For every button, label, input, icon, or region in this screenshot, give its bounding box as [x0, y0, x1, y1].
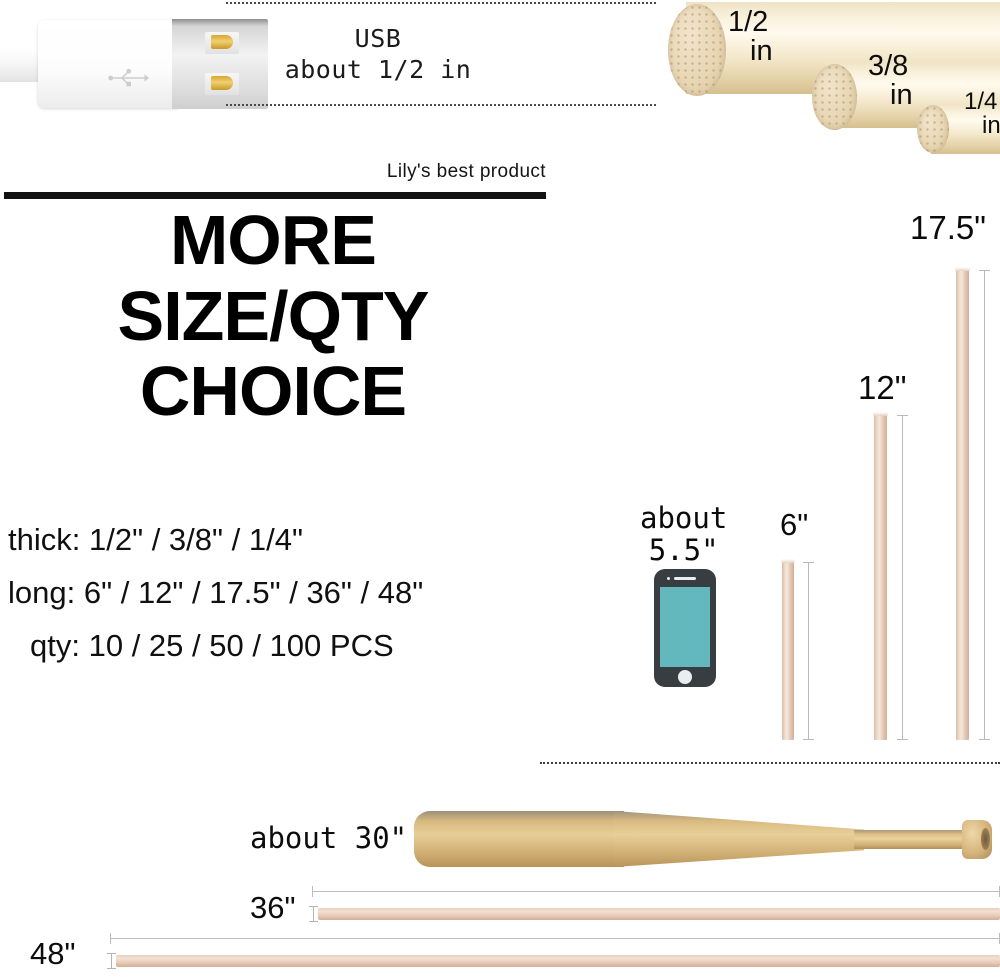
dowel-end-half	[668, 4, 726, 96]
dowel-label-half: 1/2 in	[728, 8, 773, 66]
usb-trident-icon	[108, 68, 149, 87]
bat-handle	[854, 830, 972, 849]
rod-17-5in-top	[955, 267, 970, 271]
rod-6in-label: 6"	[780, 507, 809, 542]
rod-6in-dimension-line	[803, 562, 814, 740]
usb-pin-lower	[205, 73, 239, 95]
page-title: MORE SIZE/QTY CHOICE	[0, 201, 546, 431]
spec-list: thick: 1/2" / 3/8" / 1/4" long: 6" / 12"…	[8, 522, 608, 681]
rod-36in-end-cap	[309, 906, 318, 922]
phone-home-button-icon	[678, 670, 692, 684]
usb-callout-line1: USB	[354, 24, 402, 53]
spec-row-length: long: 6" / 12" / 17.5" / 36" / 48"	[8, 575, 608, 610]
spec-row-quantity: qty: 10 / 25 / 50 / 100 PCS	[8, 628, 608, 663]
rod-6in	[782, 562, 794, 740]
rod-48in	[116, 955, 1000, 967]
dowel-label-quarter-size: 1/4	[964, 88, 998, 115]
usb-metal-tip	[172, 19, 268, 109]
rod-17-5in	[956, 270, 969, 740]
phone-speaker-icon	[667, 577, 696, 580]
page-title-line3: CHOICE	[139, 352, 407, 431]
spec-key-quantity: qty:	[30, 628, 80, 664]
brand-tagline: Lily's best product	[386, 161, 546, 182]
phone-screen	[660, 587, 710, 667]
usb-pin-upper	[205, 32, 239, 54]
dowel-label-half-unit: in	[750, 35, 773, 67]
usb-callout-text: USB about 1/2 in	[228, 24, 528, 85]
dowel-end-quarter	[917, 105, 949, 153]
usb-callout-dotted-frame	[226, 2, 656, 106]
spec-key-length: long:	[8, 575, 76, 611]
dowel-label-quarter: 1/4 in	[964, 90, 1000, 138]
rod-12in-top	[873, 412, 888, 416]
bat-knob	[962, 820, 992, 859]
usb-connector-image	[0, 6, 268, 109]
bat-taper	[614, 811, 864, 867]
smartphone-scale-reference	[654, 569, 716, 687]
headline-divider-rule	[4, 192, 546, 199]
spec-key-thickness: thick:	[8, 522, 81, 557]
length-comparison-group: about 5.5" 6" 12" 17.5"	[600, 190, 1000, 740]
section-divider	[540, 762, 1000, 764]
rod-36in-dimension-line	[312, 886, 1000, 897]
rod-12in	[874, 415, 887, 740]
spec-value-quantity: 10 / 25 / 50 / 100 PCS	[88, 628, 394, 664]
usb-shell	[38, 20, 178, 108]
page-title-line1: MORE	[170, 201, 377, 279]
bat-barrel	[414, 811, 624, 867]
rod-36in-label: 36"	[250, 890, 296, 925]
rod-12in-dimension-line	[897, 415, 908, 740]
rod-48in-dimension-line	[110, 933, 1000, 944]
phone-size-label-line1: about	[640, 501, 728, 535]
rod-17-5in-dimension-line	[979, 270, 990, 740]
spec-row-thickness: thick: 1/2" / 3/8" / 1/4"	[8, 522, 608, 557]
page-title-line2: SIZE/QTY	[117, 276, 430, 355]
rod-17-5in-label: 17.5"	[910, 209, 986, 246]
spec-value-length: 6" / 12" / 17.5" / 36" / 48"	[83, 575, 424, 611]
spec-value-thickness: 1/2" / 3/8" / 1/4"	[88, 522, 303, 557]
rod-36in	[318, 908, 1000, 920]
rod-6in-top	[781, 559, 795, 563]
dowel-diameter-photo: 1/2 in 3/8 in 1/4 in	[646, 0, 1000, 162]
phone-size-label-line2: 5.5"	[648, 533, 719, 568]
dowel-label-three-eighths: 3/8 in	[868, 52, 913, 110]
dowel-end-three-eighths	[812, 64, 857, 130]
dowel-label-three-eighths-size: 3/8	[868, 50, 909, 82]
dowel-label-quarter-unit: in	[982, 112, 1000, 139]
baseball-bat-scale-reference	[414, 808, 1000, 870]
dowel-label-half-size: 1/2	[728, 6, 769, 38]
rod-12in-label: 12"	[858, 369, 907, 406]
bat-size-label: about 30"	[250, 821, 408, 855]
rod-48in-label: 48"	[30, 936, 76, 971]
rod-48in-end-cap	[107, 953, 116, 969]
usb-callout-line2: about 1/2 in	[284, 54, 472, 84]
dowel-label-three-eighths-unit: in	[890, 79, 913, 111]
phone-size-label: about 5.5"	[640, 502, 727, 567]
